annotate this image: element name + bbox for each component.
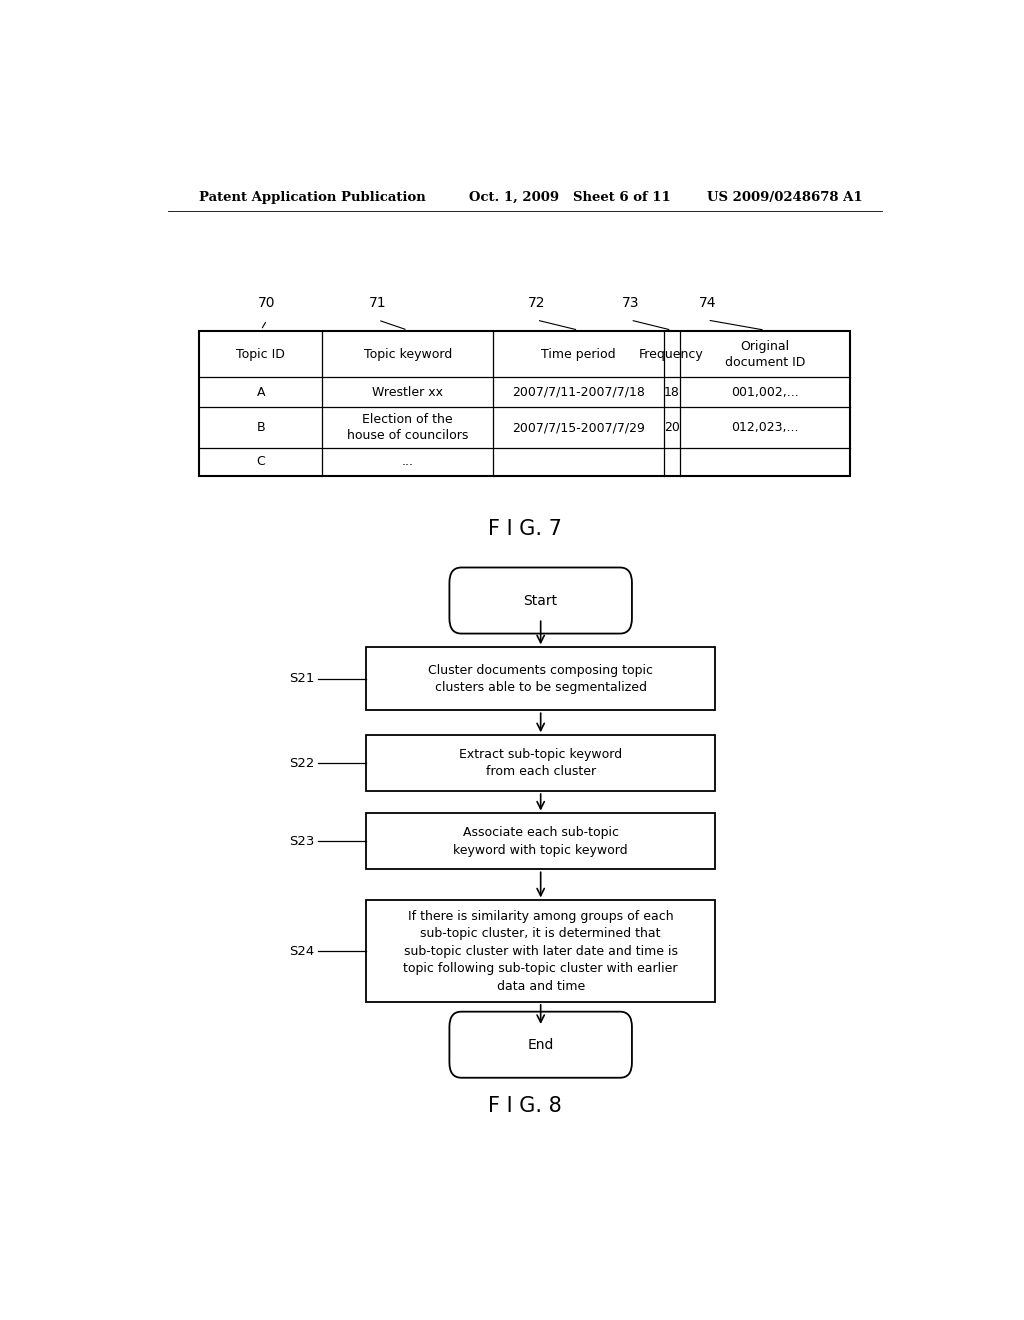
Bar (367, 735, 715, 791)
Text: Time period: Time period (541, 347, 615, 360)
Text: Associate each sub-topic
keyword with topic keyword: Associate each sub-topic keyword with to… (454, 826, 628, 857)
Text: Wrestler xx: Wrestler xx (373, 385, 443, 399)
Text: 70: 70 (258, 296, 275, 310)
Text: A: A (257, 385, 265, 399)
Bar (367, 813, 715, 870)
Text: ...: ... (401, 455, 414, 469)
Text: 2007/7/15-2007/7/29: 2007/7/15-2007/7/29 (512, 421, 645, 434)
Text: Extract sub-topic keyword
from each cluster: Extract sub-topic keyword from each clus… (459, 748, 623, 779)
Text: S23: S23 (289, 836, 314, 847)
Text: 73: 73 (622, 296, 639, 310)
Text: Cluster documents composing topic
clusters able to be segmentalized: Cluster documents composing topic cluste… (428, 664, 653, 694)
Bar (200, 331, 850, 475)
Text: C: C (257, 455, 265, 469)
Text: B: B (257, 421, 265, 434)
Text: 012,023,...: 012,023,... (731, 421, 799, 434)
Text: US 2009/0248678 A1: US 2009/0248678 A1 (708, 190, 863, 203)
Text: 001,002,...: 001,002,... (731, 385, 799, 399)
Text: Election of the
house of councilors: Election of the house of councilors (347, 413, 468, 442)
Text: 71: 71 (370, 296, 387, 310)
Bar (367, 647, 715, 710)
Text: Topic ID: Topic ID (237, 347, 286, 360)
Text: F I G. 8: F I G. 8 (487, 1096, 562, 1115)
Text: S24: S24 (289, 945, 314, 958)
Text: Topic keyword: Topic keyword (364, 347, 452, 360)
Text: 72: 72 (528, 296, 546, 310)
Text: Start: Start (523, 594, 558, 607)
Text: Original
document ID: Original document ID (725, 339, 805, 368)
Text: S21: S21 (289, 672, 314, 685)
Text: 20: 20 (664, 421, 680, 434)
FancyBboxPatch shape (450, 1011, 632, 1077)
Text: 74: 74 (698, 296, 716, 310)
Text: End: End (527, 1038, 554, 1052)
Text: Oct. 1, 2009   Sheet 6 of 11: Oct. 1, 2009 Sheet 6 of 11 (469, 190, 671, 203)
FancyBboxPatch shape (450, 568, 632, 634)
Text: If there is similarity among groups of each
sub-topic cluster, it is determined : If there is similarity among groups of e… (403, 909, 678, 993)
Text: F I G. 7: F I G. 7 (487, 519, 562, 540)
Bar (367, 900, 715, 1002)
Text: 18: 18 (664, 385, 680, 399)
Text: Frequency: Frequency (639, 347, 703, 360)
Text: S22: S22 (289, 756, 314, 770)
Text: Patent Application Publication: Patent Application Publication (200, 190, 426, 203)
Text: 2007/7/11-2007/7/18: 2007/7/11-2007/7/18 (512, 385, 645, 399)
